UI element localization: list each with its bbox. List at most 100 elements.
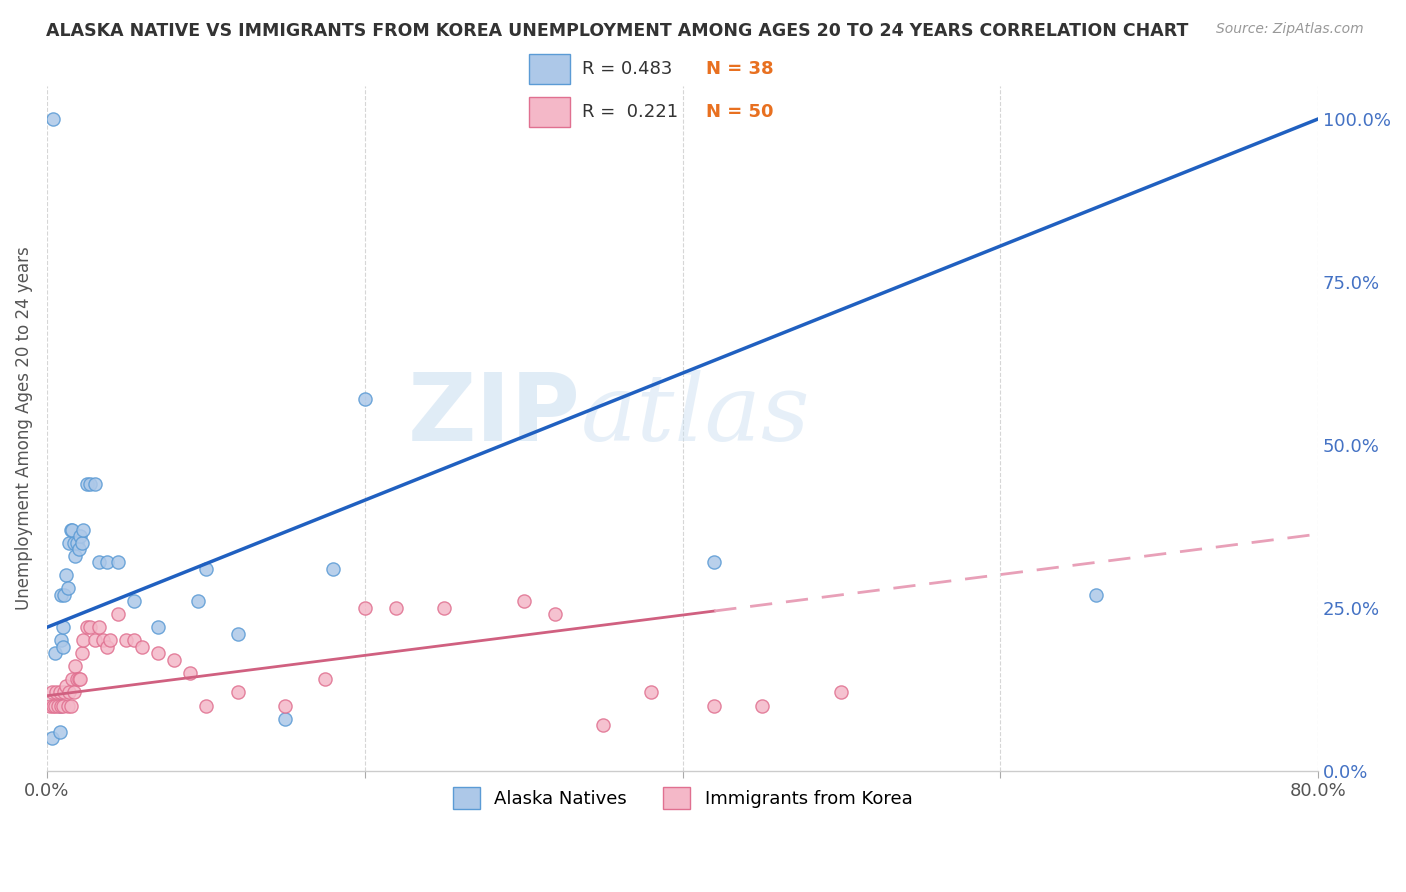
Point bbox=[83, 477, 105, 491]
FancyBboxPatch shape bbox=[530, 97, 569, 127]
Point bbox=[41, 731, 63, 745]
Point bbox=[56, 581, 79, 595]
Point bbox=[194, 698, 217, 713]
Point bbox=[830, 685, 852, 699]
Point bbox=[51, 698, 73, 713]
Point bbox=[751, 698, 773, 713]
Point bbox=[70, 535, 93, 549]
Point bbox=[42, 698, 65, 713]
Point bbox=[52, 698, 75, 713]
Point bbox=[107, 555, 129, 569]
Point bbox=[89, 555, 111, 569]
Point bbox=[46, 698, 69, 713]
FancyBboxPatch shape bbox=[530, 54, 569, 84]
Text: R =  0.221: R = 0.221 bbox=[582, 103, 678, 121]
Point bbox=[51, 633, 73, 648]
Point bbox=[67, 542, 90, 557]
Point bbox=[42, 112, 65, 126]
Point bbox=[96, 640, 118, 654]
Point bbox=[100, 633, 122, 648]
Point bbox=[89, 620, 111, 634]
Point bbox=[274, 712, 297, 726]
Point bbox=[187, 594, 209, 608]
Point bbox=[58, 535, 80, 549]
Point bbox=[124, 633, 146, 648]
Point bbox=[703, 555, 725, 569]
Point bbox=[72, 633, 94, 648]
Point bbox=[79, 477, 101, 491]
Point bbox=[353, 600, 375, 615]
Text: N = 50: N = 50 bbox=[706, 103, 773, 121]
Point bbox=[83, 633, 105, 648]
Point bbox=[226, 627, 249, 641]
Point bbox=[55, 679, 77, 693]
Point bbox=[45, 685, 67, 699]
Point bbox=[66, 535, 89, 549]
Point bbox=[640, 685, 662, 699]
Point bbox=[65, 659, 87, 673]
Point bbox=[124, 594, 146, 608]
Point bbox=[179, 665, 201, 680]
Point bbox=[63, 685, 86, 699]
Point bbox=[39, 698, 62, 713]
Point bbox=[53, 588, 76, 602]
Point bbox=[1084, 588, 1107, 602]
Point bbox=[63, 535, 86, 549]
Point bbox=[76, 620, 98, 634]
Point bbox=[59, 523, 82, 537]
Y-axis label: Unemployment Among Ages 20 to 24 years: Unemployment Among Ages 20 to 24 years bbox=[15, 247, 32, 610]
Point bbox=[322, 562, 344, 576]
Point bbox=[107, 607, 129, 622]
Point bbox=[44, 646, 66, 660]
Point bbox=[48, 724, 70, 739]
Point bbox=[69, 673, 91, 687]
Point bbox=[274, 698, 297, 713]
Text: N = 38: N = 38 bbox=[706, 60, 773, 78]
Point bbox=[69, 529, 91, 543]
Point bbox=[51, 588, 73, 602]
Point bbox=[58, 685, 80, 699]
Point bbox=[60, 523, 83, 537]
Point bbox=[433, 600, 456, 615]
Point bbox=[70, 646, 93, 660]
Point bbox=[76, 477, 98, 491]
Point bbox=[131, 640, 153, 654]
Point bbox=[544, 607, 567, 622]
Point bbox=[56, 698, 79, 713]
Point bbox=[79, 620, 101, 634]
Point bbox=[146, 646, 169, 660]
Point bbox=[115, 633, 138, 648]
Text: R = 0.483: R = 0.483 bbox=[582, 60, 672, 78]
Point bbox=[72, 523, 94, 537]
Point bbox=[385, 600, 408, 615]
Point bbox=[41, 685, 63, 699]
Text: Source: ZipAtlas.com: Source: ZipAtlas.com bbox=[1216, 22, 1364, 37]
Point bbox=[592, 718, 614, 732]
Point bbox=[44, 698, 66, 713]
Legend: Alaska Natives, Immigrants from Korea: Alaska Natives, Immigrants from Korea bbox=[439, 772, 927, 823]
Point bbox=[194, 562, 217, 576]
Point bbox=[66, 673, 89, 687]
Point bbox=[96, 555, 118, 569]
Point bbox=[226, 685, 249, 699]
Point bbox=[55, 568, 77, 582]
Point bbox=[59, 698, 82, 713]
Point bbox=[48, 698, 70, 713]
Point bbox=[314, 673, 336, 687]
Text: ZIP: ZIP bbox=[408, 368, 581, 461]
Point bbox=[67, 673, 90, 687]
Text: atlas: atlas bbox=[581, 370, 810, 460]
Point bbox=[146, 620, 169, 634]
Point bbox=[65, 549, 87, 563]
Point bbox=[48, 685, 70, 699]
Text: ALASKA NATIVE VS IMMIGRANTS FROM KOREA UNEMPLOYMENT AMONG AGES 20 TO 24 YEARS CO: ALASKA NATIVE VS IMMIGRANTS FROM KOREA U… bbox=[46, 22, 1189, 40]
Point bbox=[353, 392, 375, 407]
Point bbox=[52, 620, 75, 634]
Point bbox=[52, 640, 75, 654]
Point bbox=[91, 633, 114, 648]
Point bbox=[60, 673, 83, 687]
Point bbox=[53, 685, 76, 699]
Point bbox=[163, 653, 186, 667]
Point bbox=[512, 594, 534, 608]
Point bbox=[703, 698, 725, 713]
